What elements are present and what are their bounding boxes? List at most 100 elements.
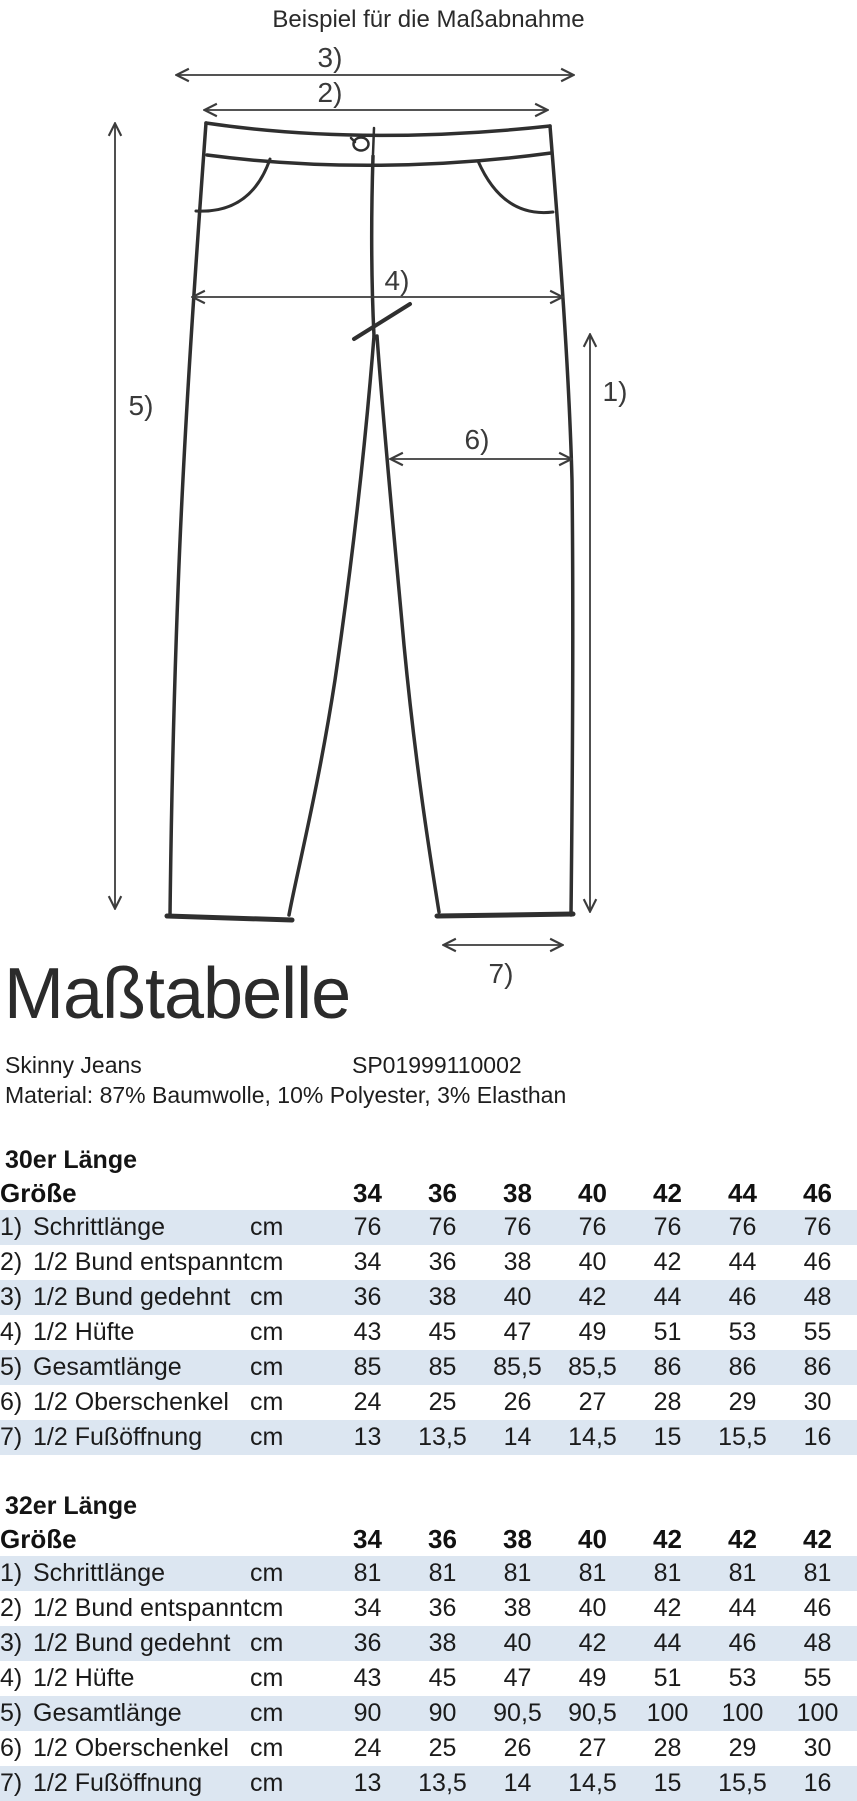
size-header-cell: 46: [803, 1178, 832, 1208]
value-cell: 45: [428, 1664, 457, 1692]
measure-name: Gesamtlänge: [33, 1699, 182, 1727]
size-header-row: Größe 34 36 38 40 42 42 42: [0, 1523, 857, 1556]
value-cell: 90,5: [568, 1699, 617, 1727]
value-cell: 14,5: [568, 1423, 617, 1451]
value-cell: 86: [803, 1353, 832, 1381]
value-cell: 47: [503, 1318, 532, 1346]
value-cell: 28: [653, 1734, 682, 1762]
value-cell: 81: [653, 1559, 682, 1587]
value-cell: 40: [578, 1594, 607, 1622]
value-cell: 81: [728, 1559, 757, 1587]
measurement-label-4: 4): [385, 265, 410, 296]
value-cell: 100: [796, 1699, 839, 1727]
size-header-cell: 40: [578, 1178, 607, 1208]
value-cell: 16: [803, 1769, 832, 1797]
value-cell: 38: [428, 1283, 457, 1311]
unit-cell: cm: [250, 1248, 284, 1276]
left-inner-leg-line: [287, 334, 376, 917]
value-cell: 85: [428, 1353, 457, 1381]
measure-label-cell: 7) 1/2 Fußöffnung: [0, 1420, 250, 1455]
measure-label-cell: 3) 1/2 Bund gedehnt: [0, 1626, 250, 1661]
measure-number: 7): [0, 1769, 23, 1797]
value-cell: 76: [353, 1213, 382, 1241]
value-cell: 26: [503, 1734, 532, 1762]
value-cell: 13: [353, 1423, 382, 1451]
size-header-cell: 38: [503, 1178, 532, 1208]
unit-cell: cm: [250, 1629, 284, 1657]
value-cell: 38: [503, 1594, 532, 1622]
measurement-label-2: 2): [318, 77, 343, 108]
size-header-cell: 42: [653, 1524, 682, 1554]
size-table-30er-wrap: Größe 34 36 38 40 42 44 46 1) Schrittlänge cm 76 76…: [0, 1177, 857, 1455]
measure-name: 1/2 Bund entspannt: [33, 1594, 250, 1622]
waistband-bottom-line: [205, 151, 553, 168]
value-cell: 30: [803, 1734, 832, 1762]
value-cell: 81: [428, 1559, 457, 1587]
value-cell: 90,5: [493, 1699, 542, 1727]
table-row: 3) 1/2 Bund gedehnt cm 36 38 40 42 44 46 48: [0, 1280, 857, 1315]
value-cell: 43: [353, 1318, 382, 1346]
value-cell: 36: [353, 1629, 382, 1657]
size-header-cell: 44: [728, 1178, 757, 1208]
value-cell: 46: [803, 1594, 832, 1622]
measure-number: 1): [0, 1559, 23, 1587]
size-header-cell: 34: [353, 1524, 382, 1554]
measure-name: Schrittlänge: [33, 1559, 166, 1587]
size-header-cell: 38: [503, 1524, 532, 1554]
value-cell: 85,5: [568, 1353, 617, 1381]
crotch-slash-mark: [352, 302, 412, 341]
value-cell: 40: [578, 1248, 607, 1276]
value-cell: 34: [353, 1594, 382, 1622]
value-cell: 15: [653, 1423, 682, 1451]
value-cell: 38: [428, 1629, 457, 1657]
value-cell: 15,5: [718, 1769, 767, 1797]
measure-number: 5): [0, 1699, 23, 1727]
size-header-cell: 40: [578, 1524, 607, 1554]
value-cell: 55: [803, 1664, 832, 1692]
value-cell: 44: [653, 1283, 682, 1311]
table-row: 5) Gesamtlänge cm 85 85 85,5 85,5 86 86 86: [0, 1350, 857, 1385]
value-cell: 76: [653, 1213, 682, 1241]
value-cell: 81: [803, 1559, 832, 1587]
value-cell: 25: [428, 1734, 457, 1762]
value-cell: 16: [803, 1423, 832, 1451]
value-cell: 14: [503, 1769, 532, 1797]
value-cell: 14,5: [568, 1769, 617, 1797]
unit-cell: cm: [250, 1769, 284, 1797]
unit-header: [250, 1523, 330, 1556]
value-cell: 36: [428, 1248, 457, 1276]
value-cell: 90: [353, 1699, 382, 1727]
waistband-top-line: [204, 121, 552, 138]
value-cell: 81: [578, 1559, 607, 1587]
value-cell: 44: [728, 1594, 757, 1622]
table-row: 4) 1/2 Hüfte cm 43 45 47 49 51 53 55: [0, 1661, 857, 1696]
value-cell: 42: [653, 1248, 682, 1276]
right-inner-leg-line: [375, 334, 441, 914]
unit-cell: cm: [250, 1353, 284, 1381]
value-cell: 26: [503, 1388, 532, 1416]
value-cell: 86: [728, 1353, 757, 1381]
value-cell: 43: [353, 1664, 382, 1692]
value-cell: 15: [653, 1769, 682, 1797]
value-cell: 46: [728, 1629, 757, 1657]
measure-number: 3): [0, 1283, 23, 1311]
value-cell: 14: [503, 1423, 532, 1451]
measure-label-cell: 5) Gesamtlänge: [0, 1350, 250, 1385]
measure-name: Gesamtlänge: [33, 1353, 182, 1381]
measure-label-cell: 6) 1/2 Oberschenkel: [0, 1731, 250, 1766]
value-cell: 40: [503, 1629, 532, 1657]
measure-number: 2): [0, 1248, 23, 1276]
value-cell: 42: [653, 1594, 682, 1622]
size-header-cell: 42: [803, 1524, 832, 1554]
measurement-label-1: 1): [603, 376, 628, 407]
value-cell: 81: [353, 1559, 382, 1587]
value-cell: 42: [578, 1629, 607, 1657]
unit-cell: cm: [250, 1213, 284, 1241]
unit-cell: cm: [250, 1664, 284, 1692]
value-cell: 29: [728, 1388, 757, 1416]
measure-label-cell: 1) Schrittlänge: [0, 1210, 250, 1245]
value-cell: 76: [728, 1213, 757, 1241]
table-row: 4) 1/2 Hüfte cm 43 45 47 49 51 53 55: [0, 1315, 857, 1350]
fly-centre-line: [369, 154, 376, 338]
size-row-label: Größe: [0, 1524, 77, 1554]
